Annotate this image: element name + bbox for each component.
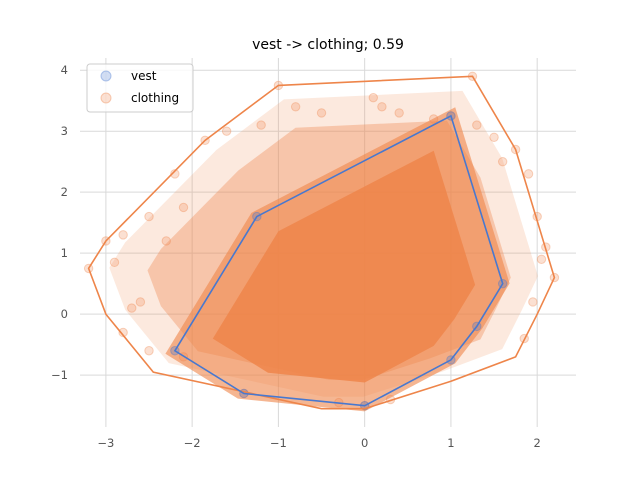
x-tick-label: −1 [270,436,287,450]
clothing-point [536,254,547,264]
vest-hull [173,114,504,407]
chart-title: vest -> clothing; 0.59 [252,37,404,53]
x-tick-label: 2 [534,436,541,450]
y-tick-label: 3 [61,124,68,138]
x-tick-label: −3 [97,436,114,450]
clothing-point [428,114,439,124]
clothing-point [497,156,508,167]
clothing-point [178,202,189,213]
clothing-point [528,297,538,307]
legend: vest clothing [86,63,194,113]
clothing-point [394,108,404,118]
clothing-point [472,120,482,130]
clothing-point [489,132,499,142]
legend-marker-clothing [100,92,112,104]
clothing-point [368,92,378,103]
clothing-point [109,257,120,268]
clothing-point [118,230,128,240]
clothing-point-cloud [109,90,538,412]
clothing-point [161,236,171,246]
clothing-point [256,120,266,130]
y-tick-label: −1 [51,368,68,382]
legend-box [86,63,194,113]
clothing-point [523,169,534,179]
clothing-point [135,297,146,307]
legend-label-vest: vest [131,69,157,83]
clothing-point [221,126,232,136]
y-tick-label: 0 [61,307,68,321]
x-tick-label: 1 [447,436,454,450]
clothing-point [144,211,154,222]
y-tick-label: 2 [61,185,68,199]
x-tick-label: 0 [361,436,368,450]
clothing-point [170,169,180,179]
legend-marker-vest [100,70,112,82]
clothing-hull [87,75,556,410]
clothing-point [290,102,301,112]
clothing-cloud-dense [212,150,476,383]
y-tick-label: 1 [61,246,68,260]
convex-hulls [87,75,556,410]
x-tick-label: −2 [184,436,201,450]
clothing-point [127,303,137,313]
legend-label-clothing: clothing [131,91,179,105]
clothing-point [118,327,128,338]
tick-labels: −3 −2 −1 0 1 2 −1 0 1 2 3 4 [51,63,541,450]
clothing-point [377,102,387,112]
clothing-point [316,108,327,118]
clothing-point [144,346,154,356]
y-tick-label: 4 [61,63,68,77]
